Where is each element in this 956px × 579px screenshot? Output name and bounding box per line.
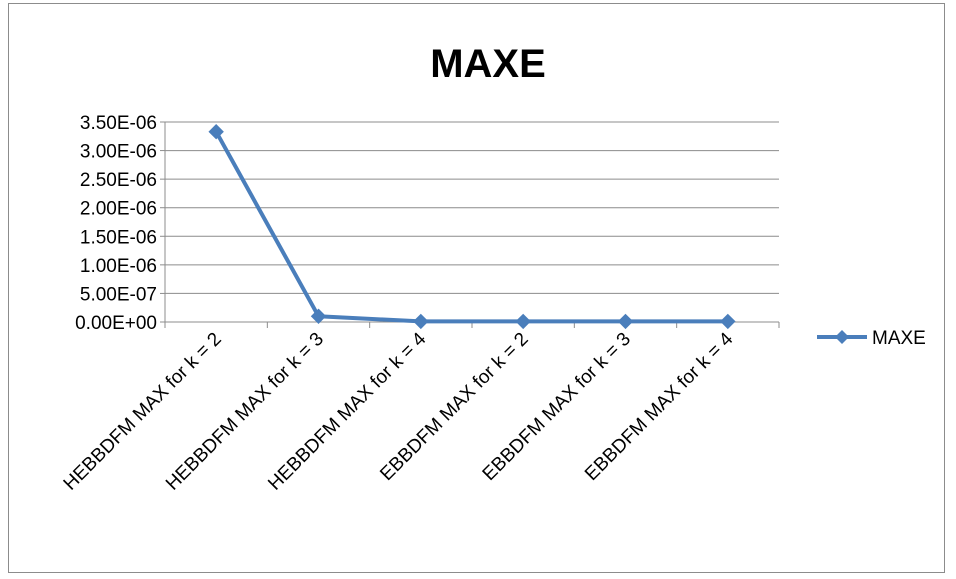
data-point-marker (515, 313, 531, 330)
chart-svg: MAXE 0.00E+00 5.00E-07 1.00E-06 1.50E-06 2.0… (60, 42, 926, 495)
legend-label: MAXE (872, 328, 926, 349)
y-tick-labels: 0.00E+00 5.00E-07 1.00E-06 1.50E-06 2.00E-06… (75, 113, 157, 334)
y-tick-label: 2.00E-06 (80, 199, 157, 220)
y-tick-label: 1.00E-06 (80, 256, 157, 277)
y-tick-label: 0.00E+00 (75, 313, 157, 334)
y-tick-label: 3.00E-06 (80, 142, 157, 163)
legend: MAXE (817, 328, 926, 349)
data-point-marker (413, 313, 429, 330)
y-tick-label: 2.50E-06 (80, 170, 157, 191)
data-point-marker (720, 313, 736, 330)
chart-title: MAXE (430, 42, 546, 86)
data-point-marker (617, 313, 634, 330)
data-point-marker (310, 308, 327, 324)
series-line (214, 130, 728, 324)
axis-layer (160, 121, 780, 328)
grid-layer (165, 121, 779, 294)
chart-frame: MAXE 0.00E+00 5.00E-07 1.00E-06 1.50E-06 2.0… (8, 3, 945, 573)
y-tick-label: 3.50E-06 (80, 113, 157, 134)
data-point-marker (208, 124, 224, 140)
series-layer (208, 124, 736, 330)
y-tick-label: 1.50E-06 (80, 227, 157, 248)
legend-marker (835, 330, 849, 344)
y-tick-label: 5.00E-07 (80, 284, 157, 305)
